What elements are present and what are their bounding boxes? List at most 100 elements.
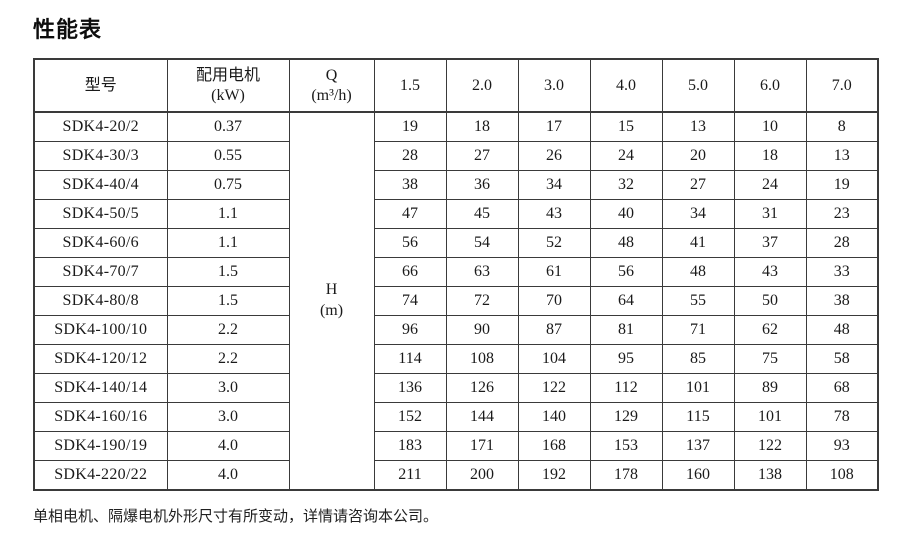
cell-motor-kw: 1.5: [166, 257, 290, 287]
cell-head-value: 108: [805, 460, 879, 491]
cell-model: SDK4-190/19: [33, 431, 168, 461]
cell-head-value: 24: [589, 141, 663, 171]
cell-head-value: 43: [517, 199, 591, 229]
cell-model: SDK4-160/16: [33, 402, 168, 432]
table-row: SDK4-20/2 0.37 H (m) 19 18 17 15 13 10 8: [33, 111, 879, 491]
cell-head-value: 129: [589, 402, 663, 432]
header-flow-value: 5.0: [661, 58, 735, 113]
cell-motor-kw: 1.1: [166, 228, 290, 258]
header-motor-line2: (kW): [211, 86, 245, 104]
cell-head-value: 45: [445, 199, 519, 229]
cell-head-value: 13: [805, 141, 879, 171]
cell-head-value: 62: [733, 315, 807, 345]
cell-head-value: 178: [589, 460, 663, 491]
header-row: 型号 配用电机 (kW) Q (m³/h) 1.5 2.0 3.0 4.0 5.0 6.0 7.…: [33, 58, 879, 113]
cell-head-value: 87: [517, 315, 591, 345]
h-cell-line1: H: [325, 281, 338, 299]
cell-head-value: 75: [733, 344, 807, 374]
cell-model: SDK4-60/6: [33, 228, 168, 258]
cell-head-value: 66: [373, 257, 447, 287]
cell-head-value: 27: [661, 170, 735, 200]
cell-head-value: 183: [373, 431, 447, 461]
table-row: SDK4-220/22 4.0 211 200 192 178 160 138 108: [33, 460, 879, 491]
cell-head-value: 38: [805, 286, 879, 316]
cell-head-value: 34: [517, 170, 591, 200]
cell-head-value: 36: [445, 170, 519, 200]
cell-head-value: 17: [517, 111, 591, 142]
cell-head-value: 32: [589, 170, 663, 200]
cell-head-value: 108: [445, 344, 519, 374]
cell-head-value: 137: [661, 431, 735, 461]
cell-motor-kw: 2.2: [166, 344, 290, 374]
cell-head-value: 160: [661, 460, 735, 491]
cell-motor-kw: 4.0: [166, 460, 290, 491]
cell-head-value: 171: [445, 431, 519, 461]
cell-model: SDK4-20/2: [33, 111, 168, 142]
cell-head-value: 90: [445, 315, 519, 345]
header-flow-q: Q (m³/h): [288, 58, 375, 113]
cell-head-value: 70: [517, 286, 591, 316]
cell-head-value: 52: [517, 228, 591, 258]
cell-head-value: 33: [805, 257, 879, 287]
cell-head-value: 50: [733, 286, 807, 316]
cell-head-value: 74: [373, 286, 447, 316]
cell-head-value: 8: [805, 111, 879, 142]
merged-head-h-cell: H (m): [288, 111, 375, 491]
cell-head-value: 19: [805, 170, 879, 200]
header-q-line2: (m³/h): [311, 86, 352, 104]
cell-head-value: 93: [805, 431, 879, 461]
cell-model: SDK4-140/14: [33, 373, 168, 403]
cell-head-value: 122: [733, 431, 807, 461]
header-flow-value: 1.5: [373, 58, 447, 113]
cell-head-value: 48: [661, 257, 735, 287]
cell-model: SDK4-30/3: [33, 141, 168, 171]
table-row: SDK4-70/7 1.5 66 63 61 56 48 43 33: [33, 257, 879, 287]
cell-motor-kw: 0.37: [166, 111, 290, 142]
cell-head-value: 26: [517, 141, 591, 171]
cell-head-value: 34: [661, 199, 735, 229]
header-flow-value: 4.0: [589, 58, 663, 113]
cell-head-value: 24: [733, 170, 807, 200]
cell-head-value: 126: [445, 373, 519, 403]
cell-head-value: 63: [445, 257, 519, 287]
cell-head-value: 54: [445, 228, 519, 258]
cell-head-value: 152: [373, 402, 447, 432]
cell-head-value: 40: [589, 199, 663, 229]
cell-head-value: 101: [661, 373, 735, 403]
cell-model: SDK4-40/4: [33, 170, 168, 200]
cell-head-value: 112: [589, 373, 663, 403]
footnote: 单相电机、隔爆电机外形尺寸有所变动，详情请咨询本公司。: [33, 508, 439, 525]
cell-motor-kw: 3.0: [166, 402, 290, 432]
table-row: SDK4-160/16 3.0 152 144 140 129 115 101 78: [33, 402, 879, 432]
cell-head-value: 48: [805, 315, 879, 345]
cell-head-value: 43: [733, 257, 807, 287]
cell-model: SDK4-220/22: [33, 460, 168, 491]
table-row: SDK4-140/14 3.0 136 126 122 112 101 89 68: [33, 373, 879, 403]
cell-head-value: 211: [373, 460, 447, 491]
cell-model: SDK4-100/10: [33, 315, 168, 345]
cell-head-value: 144: [445, 402, 519, 432]
cell-motor-kw: 0.75: [166, 170, 290, 200]
header-flow-value: 2.0: [445, 58, 519, 113]
cell-head-value: 96: [373, 315, 447, 345]
cell-head-value: 192: [517, 460, 591, 491]
cell-motor-kw: 1.1: [166, 199, 290, 229]
header-model: 型号: [33, 58, 168, 113]
header-motor-line1: 配用电机: [195, 66, 260, 84]
cell-head-value: 200: [445, 460, 519, 491]
cell-model: SDK4-120/12: [33, 344, 168, 374]
header-flow-value: 7.0: [805, 58, 879, 113]
cell-head-value: 138: [733, 460, 807, 491]
table-row: SDK4-100/10 2.2 96 90 87 81 71 62 48: [33, 315, 879, 345]
table-row: SDK4-190/19 4.0 183 171 168 153 137 122 93: [33, 431, 879, 461]
cell-head-value: 153: [589, 431, 663, 461]
cell-head-value: 28: [805, 228, 879, 258]
cell-head-value: 55: [661, 286, 735, 316]
cell-head-value: 85: [661, 344, 735, 374]
cell-head-value: 61: [517, 257, 591, 287]
cell-motor-kw: 0.55: [166, 141, 290, 171]
page-title: 性能表: [33, 17, 103, 42]
cell-head-value: 58: [805, 344, 879, 374]
cell-motor-kw: 3.0: [166, 373, 290, 403]
